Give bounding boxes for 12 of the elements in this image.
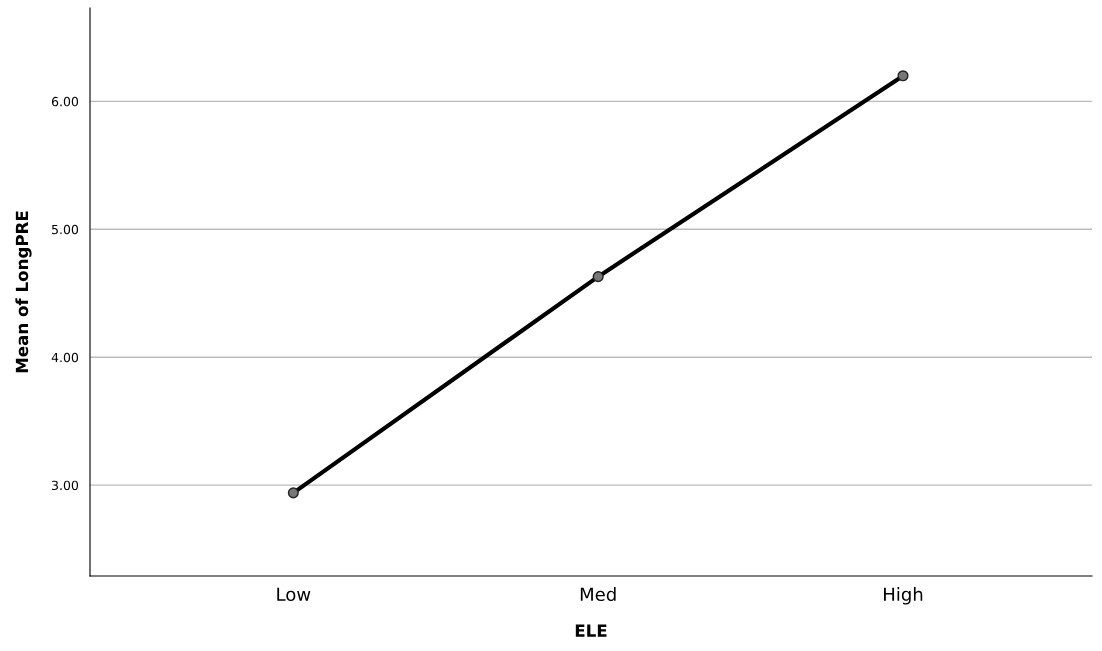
point bbox=[287, 487, 299, 499]
y-tick-label: 6.00 bbox=[51, 96, 79, 107]
point bbox=[897, 70, 909, 82]
point bbox=[592, 271, 604, 283]
x-tick-label: High bbox=[884, 587, 923, 605]
x-tick-label: Med bbox=[580, 587, 616, 602]
y-tick-label: 3.00 bbox=[52, 480, 79, 491]
y-tick-label: 5.00 bbox=[52, 224, 79, 235]
x-axis-title: ELE bbox=[575, 624, 607, 637]
y-axis-title: Mean of LongPRE bbox=[15, 211, 32, 373]
x-tick-label: Low bbox=[277, 587, 311, 602]
y-tick-label: 4.00 bbox=[51, 352, 79, 363]
